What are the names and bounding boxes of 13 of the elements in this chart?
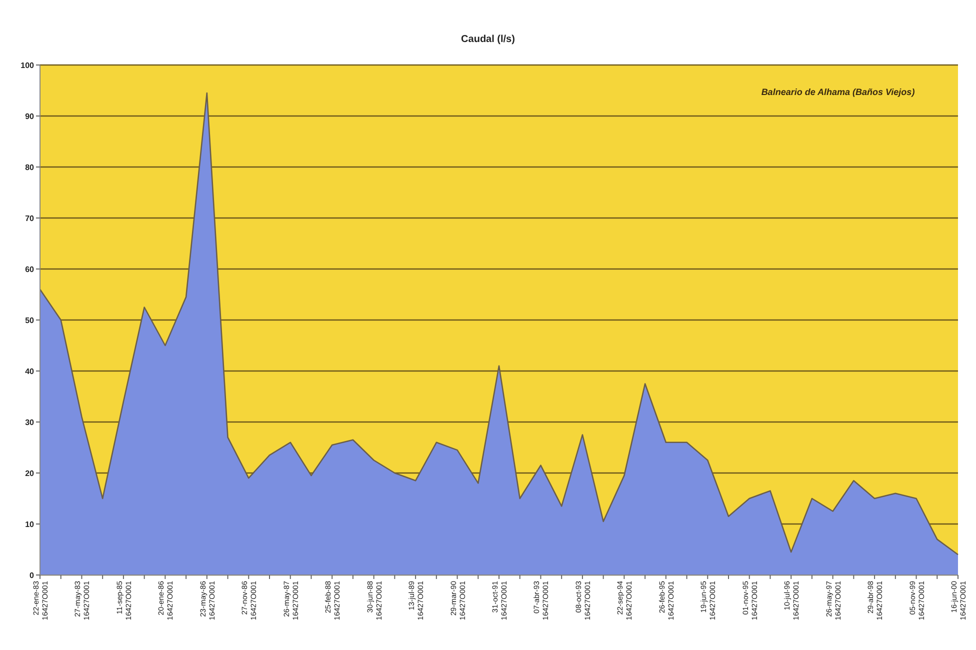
- y-tick-label: 50: [25, 316, 35, 325]
- y-tick-label: 30: [25, 418, 35, 427]
- y-tick-label: 40: [25, 366, 35, 376]
- annotation: Balneario de Alhama (Baños Viejos): [761, 87, 915, 97]
- y-tick-label: 100: [20, 60, 35, 70]
- y-tick-label: 80: [25, 162, 35, 172]
- y-tick-label: 60: [25, 264, 35, 274]
- y-tick-label: 70: [25, 214, 35, 223]
- y-tick-label: 10: [25, 520, 35, 529]
- y-tick-label: 20: [25, 468, 35, 478]
- chart-title: Caudal (l/s): [461, 34, 515, 45]
- y-tick-label: 0: [30, 570, 35, 580]
- y-tick-label: 90: [25, 112, 35, 121]
